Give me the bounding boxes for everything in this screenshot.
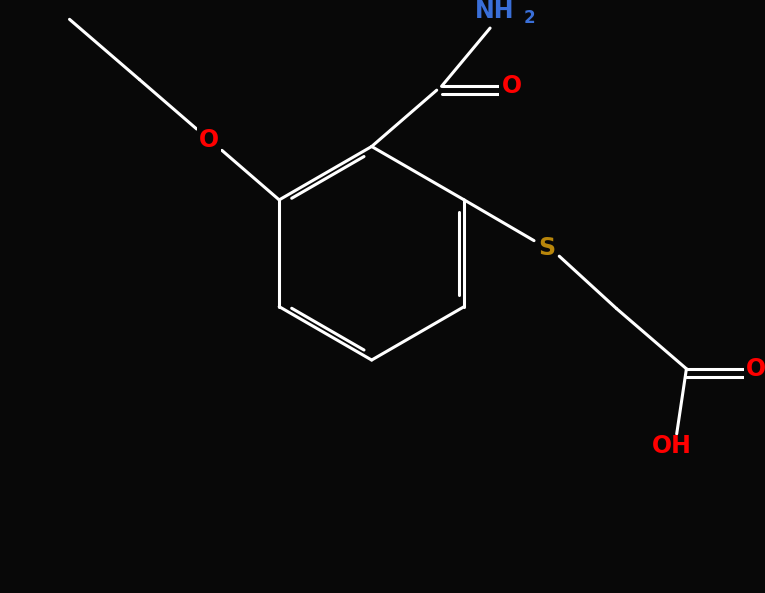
Text: 2: 2	[524, 9, 536, 27]
Text: NH: NH	[475, 0, 515, 23]
Text: O: O	[746, 357, 765, 381]
Text: OH: OH	[652, 435, 692, 458]
Text: O: O	[199, 127, 220, 152]
Text: S: S	[538, 237, 555, 260]
Text: O: O	[501, 74, 522, 98]
